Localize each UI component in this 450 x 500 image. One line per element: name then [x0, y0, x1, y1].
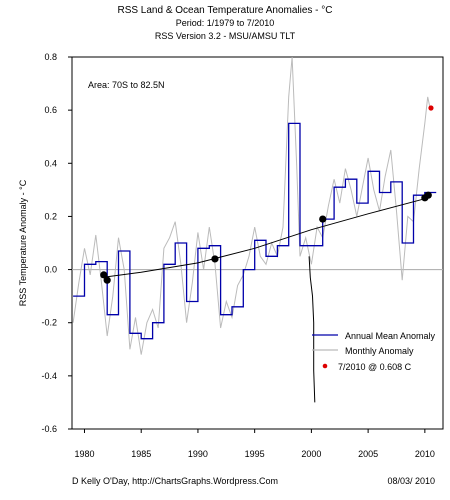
trend-marker [319, 215, 327, 223]
legend-entry-point: 7/2010 @ 0.608 C [338, 362, 412, 372]
chart-subtitle-period: Period: 1/1979 to 7/2010 [176, 18, 275, 28]
trend-line [101, 197, 429, 278]
y-tick-label: 0.6 [44, 105, 57, 115]
markers-layer [100, 105, 434, 284]
plot-frame [71, 56, 444, 430]
series-monthly-anomaly [72, 56, 431, 355]
legend-swatch-point [322, 363, 328, 369]
y-tick-label: -0.2 [41, 318, 57, 328]
y-tick-label: -0.6 [41, 424, 57, 434]
x-tick-label: 2005 [358, 449, 378, 459]
footer-date: 08/03/ 2010 [387, 476, 435, 486]
vertical-trend-segment [308, 256, 316, 403]
series-annual-mean [73, 122, 437, 340]
y-tick-label: 0.0 [44, 265, 57, 275]
legend-entry-annual: Annual Mean Anomaly [345, 331, 436, 341]
footer-author: D Kelly O'Day, http://ChartsGraphs.Wordp… [72, 476, 278, 486]
x-tick-label: 1990 [188, 449, 208, 459]
legend: Annual Mean Anomaly Monthly Anomaly 7/20… [312, 331, 436, 372]
trend-marker [100, 271, 108, 279]
trend-marker [103, 276, 111, 284]
x-tick-label: 1995 [245, 449, 265, 459]
trend-marker [211, 255, 219, 263]
chart-title: RSS Land & Ocean Temperature Anomalies -… [117, 5, 332, 16]
latest-point [428, 105, 434, 111]
area-annotation: Area: 70S to 82.5N [88, 80, 165, 90]
y-tick-label: -0.4 [41, 371, 57, 381]
x-tick-label: 1985 [131, 449, 151, 459]
y-axis: -0.6 -0.4 -0.2 0.0 0.2 0.4 0.6 0.8 [41, 52, 72, 434]
y-axis-label: RSS Temperature Anomaly - °C [18, 179, 28, 306]
y-tick-label: 0.2 [44, 211, 57, 221]
trend-marker [424, 191, 432, 199]
y-tick-label: 0.4 [44, 158, 57, 168]
x-tick-label: 2000 [301, 449, 321, 459]
chart-subtitle-version: RSS Version 3.2 - MSU/AMSU TLT [155, 31, 296, 41]
y-tick-label: 0.8 [44, 52, 57, 62]
x-axis: 1980 1985 1990 1995 2000 2005 2010 [74, 429, 435, 459]
x-tick-label: 2010 [415, 449, 435, 459]
x-tick-label: 1980 [74, 449, 94, 459]
series-layer [72, 56, 437, 403]
legend-entry-monthly: Monthly Anomaly [345, 346, 414, 356]
